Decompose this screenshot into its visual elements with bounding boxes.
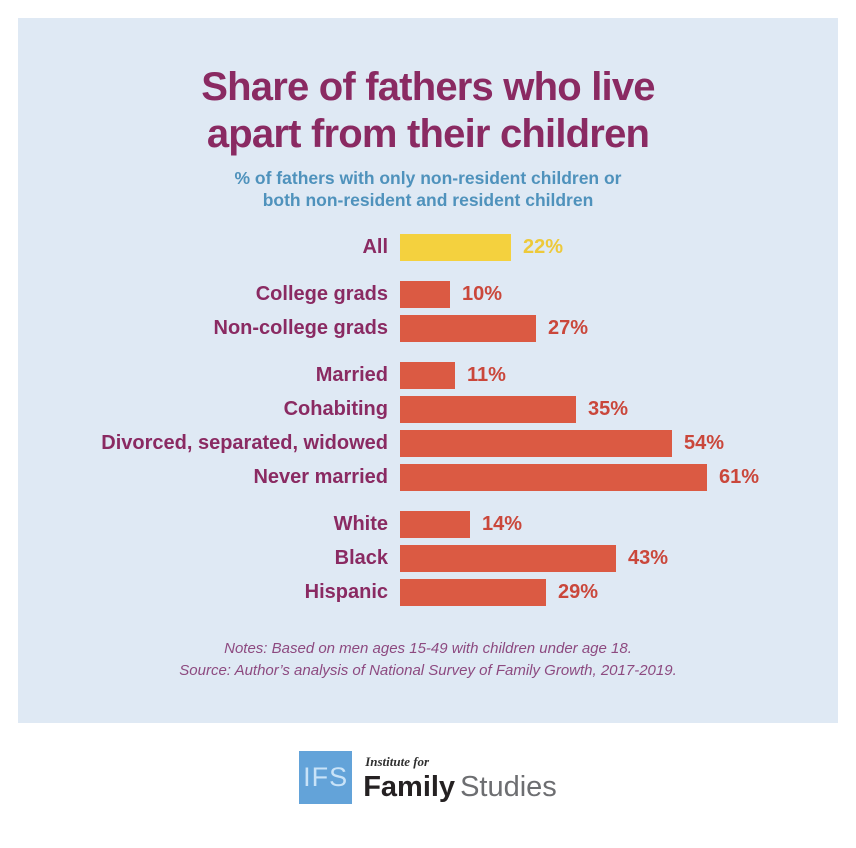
bar-row: White 14% (18, 511, 838, 539)
category-label: Divorced, separated, widowed (101, 432, 388, 455)
chart-panel: Share of fathers who live apart from the… (18, 18, 838, 723)
bar-chart: All 22% College grads 10% Non-college grads 2… (18, 234, 838, 607)
bar-row: Hispanic 29% (18, 579, 838, 607)
category-label: Non-college grads (213, 317, 388, 340)
notes-line: Notes: Based on men ages 15-49 with chil… (224, 640, 632, 658)
value-label: 22% (523, 236, 564, 259)
logo-institute-for: Institute for (365, 754, 430, 769)
footer: IFS Institute for Family Studies (0, 750, 856, 804)
bar (400, 234, 511, 262)
value-label: 10% (462, 283, 503, 306)
bar-row: Never married 61% (18, 464, 838, 492)
value-label: 27% (548, 317, 589, 340)
category-label: Hispanic (304, 581, 388, 604)
bar-group-overall: All 22% (18, 234, 838, 262)
ifs-logo-text: Institute for Family Studies (363, 750, 557, 804)
bar-row: Married 11% (18, 362, 838, 390)
bar (400, 281, 450, 309)
bar (400, 315, 536, 343)
chart-subtitle: % of fathers with only non-resident chil… (234, 167, 622, 211)
logo-family: Family (363, 771, 456, 803)
value-label: 29% (558, 581, 599, 604)
value-label: 61% (719, 466, 760, 489)
bar (400, 579, 546, 607)
bar-group-race-ethnicity: White 14% Black 43% Hispanic 29% (18, 511, 838, 607)
bar-group-marital-status: Married 11% Cohabiting 35% Divorced, separat… (18, 362, 838, 492)
category-label: Black (334, 547, 388, 570)
bar (400, 464, 707, 492)
value-label: 35% (588, 398, 629, 421)
bar-row: Non-college grads 27% (18, 315, 838, 343)
source-line: Source: Author’s analysis of National Su… (179, 661, 677, 679)
logo-family-studies: Family Studies (363, 771, 557, 804)
category-label: Cohabiting (283, 398, 388, 421)
chart-notes: Notes: Based on men ages 15-49 with chil… (18, 638, 838, 682)
bar-row: Black 43% (18, 545, 838, 573)
value-label: 54% (684, 432, 725, 455)
ifs-logo-icon: IFS (299, 750, 353, 804)
bar-row: All 22% (18, 234, 838, 262)
bar-row: College grads 10% (18, 281, 838, 309)
value-label: 11% (467, 364, 506, 387)
bar-row: Divorced, separated, widowed 54% (18, 430, 838, 458)
value-label: 14% (482, 513, 523, 536)
category-label: College grads (255, 283, 388, 306)
bar (400, 511, 470, 539)
category-label: White (333, 513, 388, 536)
chart-title: Share of fathers who live apart from the… (201, 65, 655, 156)
bar-row: Cohabiting 35% (18, 396, 838, 424)
logo-studies: Studies (460, 771, 557, 803)
value-label: 43% (628, 547, 669, 570)
category-label: Married (315, 364, 388, 387)
bar (400, 362, 455, 390)
bar (400, 430, 672, 458)
ifs-logo: IFS Institute for Family Studies (299, 750, 557, 804)
category-label: All (362, 236, 388, 259)
bar (400, 545, 616, 573)
bar (400, 396, 576, 424)
category-label: Never married (253, 466, 388, 489)
bar-group-education: College grads 10% Non-college grads 27% (18, 281, 838, 343)
